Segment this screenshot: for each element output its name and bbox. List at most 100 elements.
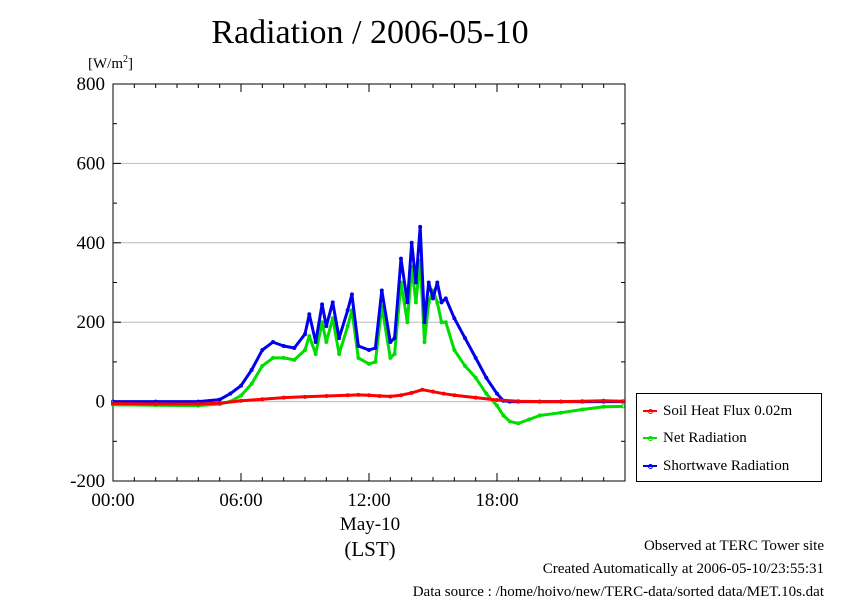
data-point bbox=[379, 288, 384, 293]
data-point bbox=[388, 355, 393, 360]
data-point bbox=[366, 347, 371, 352]
x-tick-label: 00:00 bbox=[91, 490, 134, 511]
footer: Observed at TERC Tower site Created Auto… bbox=[413, 535, 824, 604]
data-point bbox=[377, 394, 382, 399]
data-point bbox=[418, 224, 423, 229]
data-point bbox=[435, 280, 440, 285]
legend-swatch-shortwave bbox=[643, 464, 657, 469]
y-unit-end: ] bbox=[128, 56, 133, 72]
data-point bbox=[281, 355, 286, 360]
data-point bbox=[443, 320, 448, 325]
x-axis-label: (LST) bbox=[344, 537, 396, 561]
data-point bbox=[484, 375, 489, 380]
data-point bbox=[356, 344, 361, 349]
data-point bbox=[249, 367, 254, 372]
data-point bbox=[249, 381, 254, 386]
series-line-0 bbox=[112, 388, 623, 406]
y-unit-exponent: 2 bbox=[123, 54, 128, 65]
data-point bbox=[494, 391, 499, 396]
footer-observed: Observed at TERC Tower site bbox=[643, 538, 824, 554]
y-tick-label: 0 bbox=[96, 392, 106, 413]
data-point bbox=[345, 308, 350, 313]
data-point bbox=[345, 324, 350, 329]
data-point bbox=[324, 324, 329, 329]
data-point bbox=[302, 332, 307, 337]
data-point bbox=[473, 375, 478, 380]
data-point bbox=[307, 334, 312, 339]
x-date-label: May-10 bbox=[339, 514, 401, 535]
data-point bbox=[337, 351, 342, 356]
data-point bbox=[494, 403, 499, 408]
data-point bbox=[392, 336, 397, 341]
data-point bbox=[422, 320, 427, 325]
y-unit-base: [W/m bbox=[88, 56, 123, 72]
data-point bbox=[260, 397, 265, 402]
data-point bbox=[430, 389, 435, 394]
data-point bbox=[356, 392, 361, 397]
data-point bbox=[441, 391, 446, 396]
footer-created: Created Automatically at 2006-05-10/23:5… bbox=[542, 561, 824, 577]
data-point bbox=[409, 240, 414, 245]
data-point bbox=[439, 300, 444, 305]
data-point bbox=[413, 280, 418, 285]
data-point bbox=[373, 346, 378, 351]
data-point bbox=[409, 390, 414, 395]
data-point bbox=[238, 383, 243, 388]
data-point bbox=[426, 280, 431, 285]
data-point bbox=[601, 404, 606, 409]
x-tick-label: 18:00 bbox=[475, 490, 518, 511]
chart-title: Radiation / 2006-05-10 bbox=[211, 14, 529, 51]
data-point bbox=[559, 399, 564, 404]
y-tick-label: 200 bbox=[77, 312, 106, 333]
data-point bbox=[439, 320, 444, 325]
y-tick-label: 600 bbox=[77, 153, 106, 174]
data-point bbox=[388, 340, 393, 345]
data-point bbox=[405, 300, 410, 305]
data-point bbox=[349, 292, 354, 297]
legend-item-net-radiation: Net Radiation bbox=[643, 427, 747, 449]
data-point bbox=[324, 340, 329, 345]
data-point bbox=[260, 363, 265, 368]
data-point bbox=[260, 347, 265, 352]
data-point bbox=[473, 355, 478, 360]
legend-item-soil-heat-flux: Soil Heat Flux 0.02m bbox=[643, 400, 792, 422]
legend-label-soil: Soil Heat Flux 0.02m bbox=[663, 402, 793, 419]
data-point bbox=[601, 398, 606, 403]
y-tick-label: 800 bbox=[77, 74, 106, 95]
data-point bbox=[494, 398, 499, 403]
data-point bbox=[620, 404, 625, 409]
data-point bbox=[228, 391, 233, 396]
legend: Soil Heat Flux 0.02m Net Radiation Short… bbox=[636, 393, 822, 482]
data-point bbox=[462, 336, 467, 341]
data-point bbox=[217, 401, 222, 406]
data-point bbox=[516, 399, 521, 404]
data-point bbox=[580, 407, 585, 412]
data-point bbox=[281, 344, 286, 349]
legend-label-net: Net Radiation bbox=[663, 429, 747, 446]
data-point bbox=[580, 399, 585, 404]
x-tick-label: 06:00 bbox=[219, 490, 262, 511]
plot-frame bbox=[112, 83, 626, 482]
y-tick-label: -200 bbox=[70, 471, 105, 492]
data-point bbox=[292, 346, 297, 351]
data-point bbox=[443, 296, 448, 301]
data-point bbox=[320, 302, 325, 307]
data-point bbox=[111, 399, 116, 404]
legend-label-shortwave: Shortwave Radiation bbox=[663, 457, 790, 474]
data-point bbox=[292, 357, 297, 362]
data-point bbox=[473, 395, 478, 400]
data-point bbox=[392, 351, 397, 356]
data-point bbox=[302, 394, 307, 399]
data-point bbox=[238, 398, 243, 403]
data-point bbox=[196, 401, 201, 406]
data-point bbox=[270, 355, 275, 360]
data-point bbox=[422, 340, 427, 345]
data-point bbox=[398, 393, 403, 398]
data-point bbox=[281, 395, 286, 400]
data-point bbox=[501, 413, 506, 418]
legend-swatch-soil bbox=[643, 409, 657, 414]
data-point bbox=[356, 355, 361, 360]
data-point bbox=[270, 340, 275, 345]
data-point bbox=[430, 296, 435, 301]
